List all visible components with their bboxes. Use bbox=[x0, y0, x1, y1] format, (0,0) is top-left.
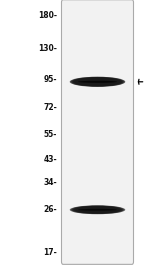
Text: 43-: 43- bbox=[43, 155, 57, 164]
Ellipse shape bbox=[77, 206, 118, 213]
Ellipse shape bbox=[73, 206, 123, 214]
Ellipse shape bbox=[89, 209, 106, 211]
Ellipse shape bbox=[70, 77, 125, 87]
Ellipse shape bbox=[74, 77, 121, 86]
Ellipse shape bbox=[92, 81, 103, 83]
Text: 26-: 26- bbox=[43, 205, 57, 214]
Ellipse shape bbox=[82, 207, 113, 212]
Ellipse shape bbox=[91, 81, 104, 83]
Ellipse shape bbox=[86, 208, 109, 211]
Ellipse shape bbox=[78, 78, 117, 85]
Text: 180-: 180- bbox=[38, 11, 57, 20]
Ellipse shape bbox=[78, 209, 117, 211]
Ellipse shape bbox=[95, 209, 100, 210]
Ellipse shape bbox=[78, 207, 117, 213]
Text: 130-: 130- bbox=[38, 44, 57, 53]
Ellipse shape bbox=[84, 79, 111, 84]
Ellipse shape bbox=[89, 80, 106, 83]
Ellipse shape bbox=[71, 77, 124, 87]
Ellipse shape bbox=[81, 79, 114, 85]
Ellipse shape bbox=[75, 78, 120, 86]
Ellipse shape bbox=[81, 207, 114, 213]
Ellipse shape bbox=[80, 207, 116, 213]
Ellipse shape bbox=[85, 208, 110, 212]
Ellipse shape bbox=[85, 80, 110, 84]
Ellipse shape bbox=[71, 206, 124, 214]
Ellipse shape bbox=[93, 81, 102, 83]
Ellipse shape bbox=[70, 205, 125, 214]
Ellipse shape bbox=[73, 77, 123, 86]
Ellipse shape bbox=[78, 81, 117, 83]
Ellipse shape bbox=[91, 209, 104, 211]
Text: 55-: 55- bbox=[44, 130, 57, 139]
FancyBboxPatch shape bbox=[61, 0, 134, 264]
Text: 17-: 17- bbox=[43, 248, 57, 257]
Ellipse shape bbox=[84, 207, 111, 212]
Text: 95-: 95- bbox=[44, 75, 57, 84]
Ellipse shape bbox=[88, 80, 107, 83]
Ellipse shape bbox=[82, 79, 113, 85]
Ellipse shape bbox=[93, 209, 102, 210]
Ellipse shape bbox=[74, 206, 121, 214]
Text: 34-: 34- bbox=[43, 178, 57, 187]
Ellipse shape bbox=[77, 78, 118, 86]
Ellipse shape bbox=[92, 209, 103, 211]
Ellipse shape bbox=[95, 81, 100, 82]
Text: 72-: 72- bbox=[43, 103, 57, 112]
Ellipse shape bbox=[86, 80, 109, 84]
Ellipse shape bbox=[75, 206, 120, 213]
Ellipse shape bbox=[88, 208, 107, 211]
Ellipse shape bbox=[80, 78, 116, 85]
